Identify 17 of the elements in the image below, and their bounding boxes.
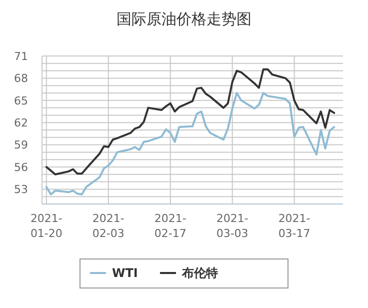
y-tick-label: 56 [14,160,28,174]
line-series [45,68,336,176]
line-series [45,92,336,196]
chart-title: 国际原油价格走势图 [116,10,252,28]
x-tick-label: 2021- 02-03 [92,212,124,240]
y-tick-label: 62 [14,116,28,130]
y-tick-label: 65 [14,94,28,108]
y-tick-label: 59 [14,138,28,152]
x-tick-label: 2021- 03-17 [278,212,310,240]
x-tick-label: 2021- 02-17 [154,212,186,240]
x-tick-label: 2021- 03-03 [216,212,248,240]
y-tick-label: 53 [14,183,28,196]
y-tick-label: 68 [14,72,28,86]
legend-label: WTI [112,266,138,280]
y-tick-label: 71 [14,50,28,63]
x-tick-label: 2021- 01-20 [30,212,62,240]
legend-label: 布伦特 [181,266,218,280]
